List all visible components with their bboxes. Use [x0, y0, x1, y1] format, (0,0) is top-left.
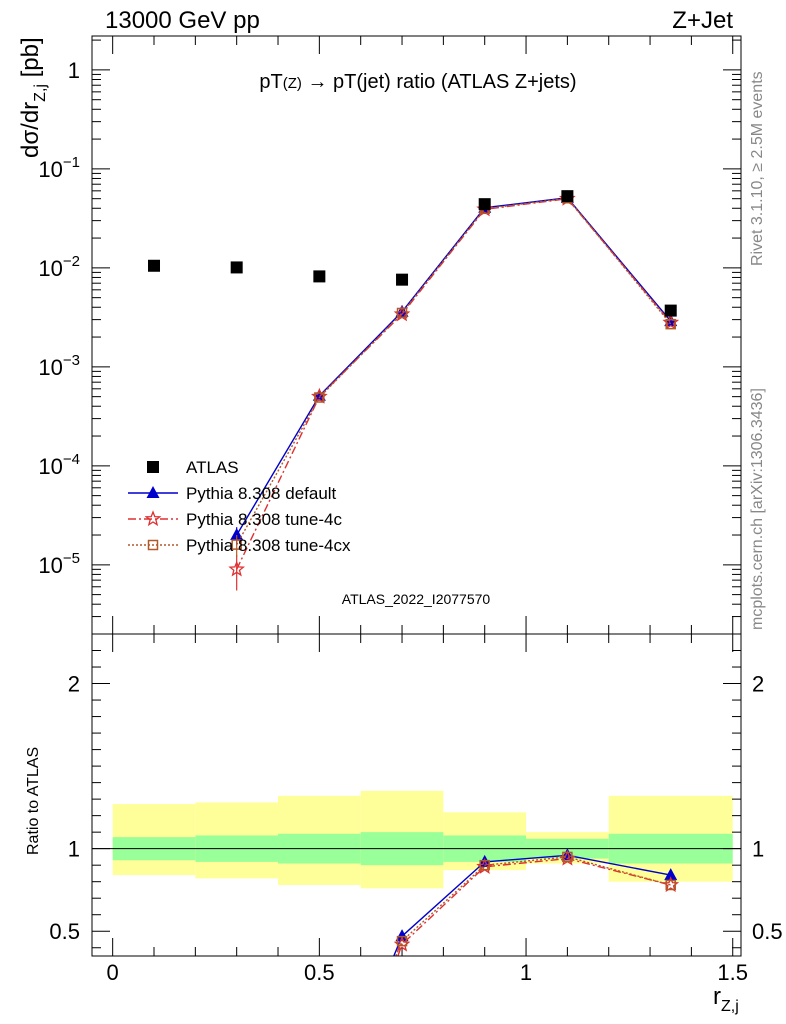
data-point [396, 273, 409, 286]
main-y-tick-label: 10−1 [38, 154, 80, 182]
chart-title-post: → pT(jet) ratio (ATLAS Z+jets) [302, 71, 577, 93]
main-y-tick-label: 1 [68, 58, 80, 83]
x-tick-label: 0.5 [304, 960, 335, 985]
data-point [230, 261, 243, 274]
mcplots-label: mcplots.cern.ch [arXiv:1306.3436] [749, 388, 766, 630]
main-series [148, 189, 680, 591]
tick-base: 10 [38, 256, 62, 281]
main-y-tick-label: 10−2 [38, 253, 80, 281]
ratio-bands [112, 790, 733, 889]
watermark: ATLAS_2022_I2077570 [342, 591, 491, 607]
x-axis-label-main: r [713, 983, 721, 1010]
y-axis-label-main: dσ/dr [17, 102, 44, 158]
tick-exponent: −5 [63, 550, 80, 567]
main-y-ticks: 110−110−210−310−410−5 [38, 39, 741, 635]
header-left: 13000 GeV pp [105, 7, 260, 34]
ratio-line [397, 857, 671, 957]
ratio-panel-frame [91, 633, 742, 957]
tick-base: 10 [38, 157, 62, 182]
tick-exponent: −1 [63, 154, 80, 171]
legend-entry-pythia-8-308-default: Pythia 8.308 default [128, 484, 337, 503]
legend: ATLAS Pythia 8.308 default Pythia 8.308 tu… [128, 458, 351, 555]
x-axis-label-sub: Z,j [721, 998, 739, 1015]
data-point [231, 539, 242, 550]
tick-exponent: −2 [63, 253, 80, 270]
ratio-y-tick-label-right: 1 [752, 837, 764, 862]
y-axis-label-sub: Z,j [32, 84, 49, 102]
x-tick-label: 0 [107, 960, 119, 985]
data-point [228, 560, 245, 577]
legend-label: Pythia 8.308 tune-4cx [186, 536, 351, 555]
legend-marker [144, 510, 162, 527]
data-point [396, 307, 408, 319]
legend-entry-atlas: ATLAS [147, 458, 239, 477]
ratio-panel: 0.5 0.5 1 1 2 2 0 0.5 1 1.5 Ratio to ATLAS rZ,j [25, 633, 783, 1015]
legend-label: Pythia 8.308 default [186, 484, 337, 503]
x-tick-label: 1.5 [717, 960, 748, 985]
ratio-y-axis-label: Ratio to ATLAS [25, 747, 42, 855]
ratio-y-tick-label-right: 0.5 [752, 919, 783, 944]
tick-exponent: −4 [63, 451, 80, 468]
main-y-tick-label: 10−5 [38, 550, 80, 578]
legend-label: Pythia 8.308 tune-4c [186, 510, 342, 529]
ratio-point [396, 935, 408, 947]
main-y-tick-label: 10−4 [38, 451, 80, 479]
ratio-y-tick-label-right: 2 [752, 672, 764, 697]
ratio-y-ticks: 0.5 0.5 1 1 2 2 [49, 650, 783, 949]
x-tick-label: 1 [520, 960, 532, 985]
y-axis-label: dσ/drZ,j [pb] [17, 37, 49, 158]
legend-label: ATLAS [186, 458, 239, 477]
ratio-y-tick-label-left: 1 [68, 837, 80, 862]
legend-marker [147, 539, 159, 551]
data-point [395, 304, 409, 317]
data-point [478, 198, 491, 211]
series-line [236, 197, 672, 545]
main-x-ticks [112, 36, 734, 634]
tick-base: 10 [38, 355, 62, 380]
series-pythia-8-308-tune-4c [228, 189, 680, 591]
ratio-series [393, 848, 680, 957]
tick-base: 10 [38, 454, 62, 479]
data-point [313, 270, 326, 283]
ratio-line [395, 856, 671, 957]
legend-entry-pythia-8-308-tune-4cx: Pythia 8.308 tune-4cx [128, 536, 351, 555]
main-panel: 110−110−210−310−410−5 pT(Z) → pT(jet) ra… [17, 35, 742, 635]
header-right: Z+Jet [672, 7, 733, 34]
data-point [664, 304, 677, 317]
rivet-version-label: Rivet 3.1.10, ≥ 2.5M events [749, 71, 766, 266]
legend-marker [147, 461, 159, 473]
ratio-y-tick-label-left: 0.5 [49, 919, 80, 944]
ratio-point [479, 859, 490, 871]
ratio-series-pythia-8-308-tune-4cx [395, 851, 676, 957]
legend-marker [146, 486, 160, 498]
tick-exponent: −3 [63, 352, 80, 369]
y-axis-label-unit: [pb] [17, 37, 44, 84]
data-point [148, 259, 161, 272]
ratio-point [562, 851, 573, 863]
chart-title-sub: (Z) [283, 75, 302, 92]
data-point [665, 318, 676, 330]
data-point [230, 528, 244, 541]
legend-entry-pythia-8-308-tune-4c: Pythia 8.308 tune-4c [128, 510, 342, 529]
series-atlas [148, 190, 677, 317]
tick-base: 10 [38, 553, 62, 578]
ratio-x-ticks: 0 0.5 1 1.5 [107, 634, 748, 985]
data-point [314, 392, 325, 403]
data-point [561, 190, 574, 203]
ratio-point [665, 879, 676, 891]
ratio-y-tick-label-left: 2 [68, 672, 80, 697]
main-y-tick-label: 10−3 [38, 352, 80, 380]
ratio-point [664, 868, 678, 881]
chart-title: pT(Z) → pT(jet) ratio (ATLAS Z+jets) [259, 71, 576, 93]
chart-title-pre: pT [259, 71, 282, 93]
x-axis-label: rZ,j [713, 983, 739, 1015]
